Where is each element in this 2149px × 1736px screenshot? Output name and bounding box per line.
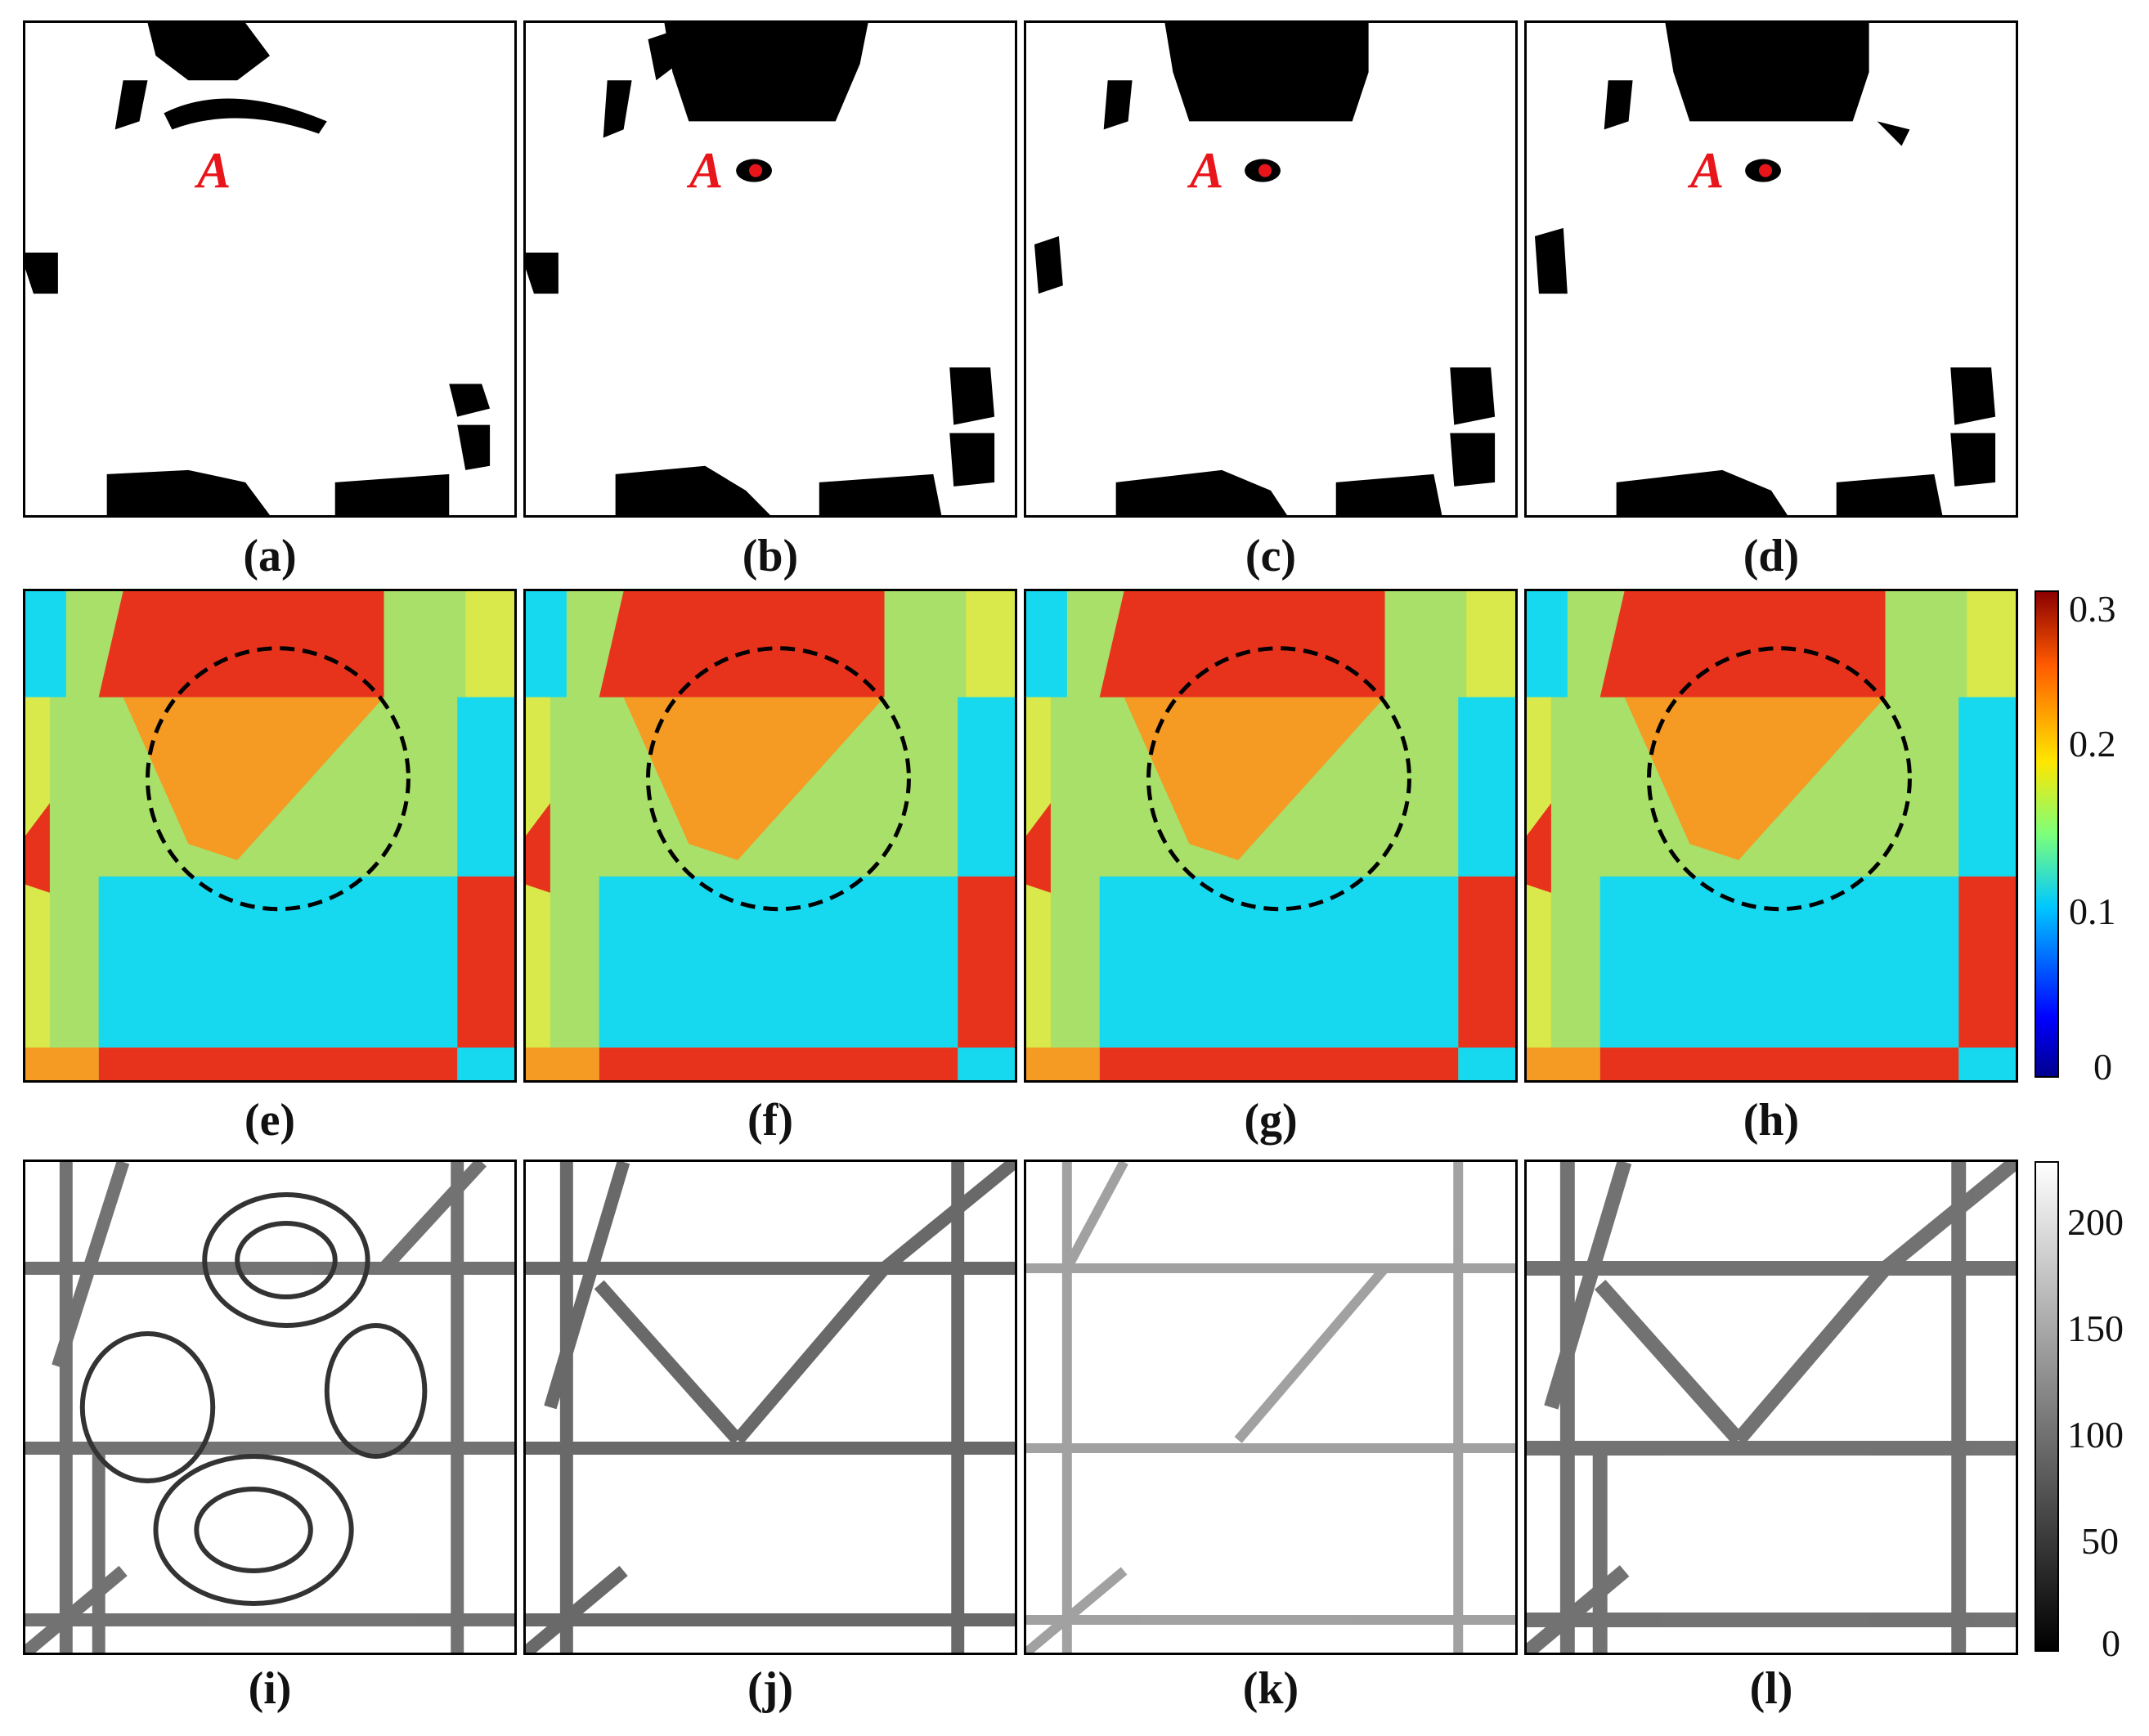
caption-e: (e)	[244, 1095, 296, 1146]
caption-f: (f)	[747, 1095, 793, 1146]
caption-g: (g)	[1244, 1095, 1298, 1146]
colorbar-gray-tick-1: 150	[2067, 1308, 2124, 1349]
colorbar-color-tick-1: 0.2	[2069, 723, 2116, 765]
gray-map-j	[526, 1162, 1015, 1653]
caption-b: (b)	[742, 531, 799, 581]
colorbar-color-tick-0: 0.3	[2069, 588, 2116, 630]
colorbar-gray-tick-3: 50	[2081, 1520, 2119, 1562]
colorbar-color-tick-3: 0	[2093, 1046, 2112, 1088]
panel-d: A	[1524, 20, 2018, 518]
panel-f	[523, 589, 1017, 1083]
binary-map-d	[1534, 23, 1996, 515]
colorbar-gray-tick-4: 0	[2102, 1622, 2120, 1664]
marker-label-a: A	[197, 143, 231, 199]
panel-k	[1024, 1160, 1518, 1655]
color-map-g	[1026, 591, 1515, 1080]
caption-k: (k)	[1242, 1663, 1299, 1714]
panel-h	[1524, 589, 2018, 1083]
panel-c: A	[1024, 20, 1518, 518]
colorbar-gray-tick-2: 100	[2067, 1414, 2124, 1456]
color-map-h	[1527, 591, 2016, 1080]
panel-e	[23, 589, 517, 1083]
colorbar-gray	[2035, 1161, 2059, 1652]
panel-i	[23, 1160, 517, 1655]
caption-c: (c)	[1245, 531, 1297, 581]
binary-map-a	[25, 23, 491, 515]
caption-i: (i)	[248, 1663, 292, 1714]
caption-j: (j)	[747, 1663, 793, 1714]
marker-label-c: A	[1190, 143, 1224, 199]
binary-map-c	[1034, 23, 1496, 515]
marker-label-d: A	[1690, 143, 1725, 199]
color-map-e	[25, 591, 514, 1080]
marker-label-b: A	[689, 143, 724, 199]
caption-l: (l)	[1749, 1663, 1793, 1714]
caption-d: (d)	[1743, 531, 1800, 581]
colorbar-gray-tick-0: 200	[2067, 1201, 2124, 1243]
gray-map-i	[25, 1162, 514, 1653]
panel-g	[1024, 589, 1518, 1083]
panel-l	[1524, 1160, 2018, 1655]
panel-j	[523, 1160, 1017, 1655]
gray-map-l	[1527, 1162, 2016, 1653]
colorbar-color-tick-2: 0.1	[2069, 890, 2116, 932]
caption-a: (a)	[243, 531, 297, 581]
panel-b: A	[523, 20, 1017, 518]
color-map-f	[526, 591, 1015, 1080]
colorbar-color	[2035, 590, 2059, 1078]
binary-map-b	[526, 23, 995, 515]
gray-map-k	[1026, 1162, 1515, 1653]
panel-a: A	[23, 20, 517, 518]
caption-h: (h)	[1743, 1095, 1800, 1146]
